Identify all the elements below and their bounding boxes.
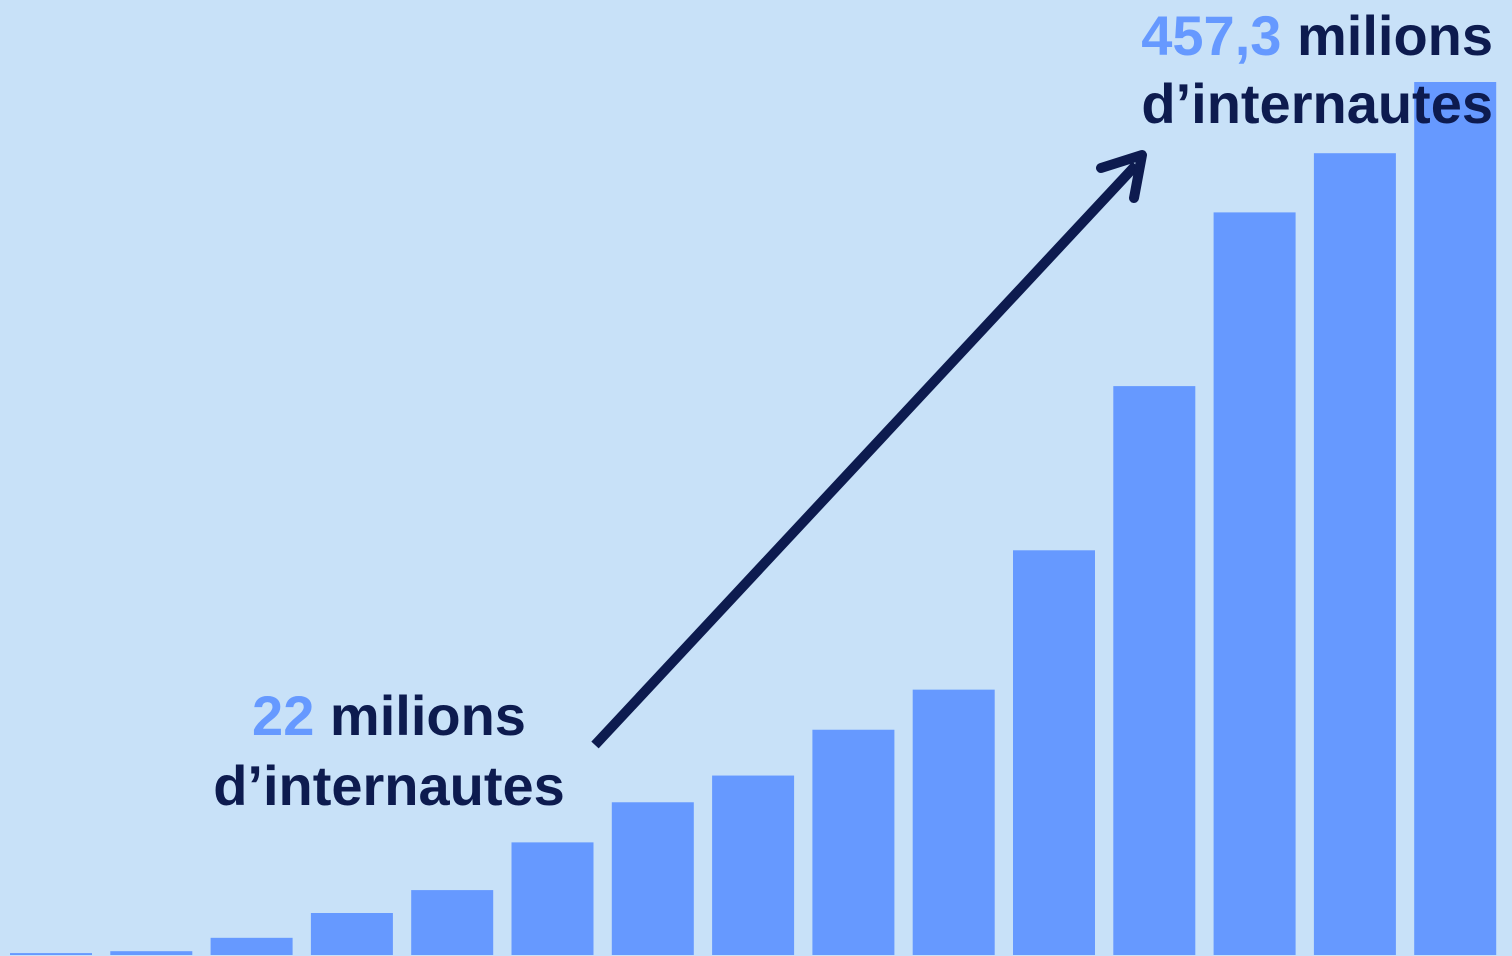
bar bbox=[1213, 212, 1296, 955]
bar bbox=[912, 689, 995, 955]
bar bbox=[1313, 153, 1396, 956]
bar bbox=[1013, 550, 1095, 955]
bars bbox=[10, 82, 1497, 956]
arrow-shaft bbox=[591, 161, 1140, 749]
annotation-line: d’internautes bbox=[213, 754, 565, 817]
annotation: 22 milions bbox=[252, 684, 526, 747]
bar bbox=[1113, 386, 1196, 956]
bar bbox=[1414, 82, 1497, 955]
bar bbox=[611, 802, 694, 955]
bar bbox=[110, 951, 193, 955]
bar bbox=[712, 775, 795, 955]
bar bbox=[411, 890, 494, 955]
arrow-head bbox=[1096, 150, 1147, 203]
bar bbox=[310, 913, 393, 955]
bar bbox=[812, 729, 895, 955]
bar bbox=[10, 953, 92, 955]
annotation-number: 457,3 bbox=[1141, 4, 1281, 67]
bar bbox=[511, 842, 594, 955]
annotation-line: d’internautes bbox=[1141, 72, 1493, 135]
annotation-text: milions bbox=[330, 684, 526, 747]
annotation-number: 22 bbox=[252, 684, 314, 747]
annotation-text: milions bbox=[1297, 4, 1493, 67]
bar bbox=[210, 937, 293, 955]
annotation: 457,3 milions bbox=[1141, 4, 1493, 67]
